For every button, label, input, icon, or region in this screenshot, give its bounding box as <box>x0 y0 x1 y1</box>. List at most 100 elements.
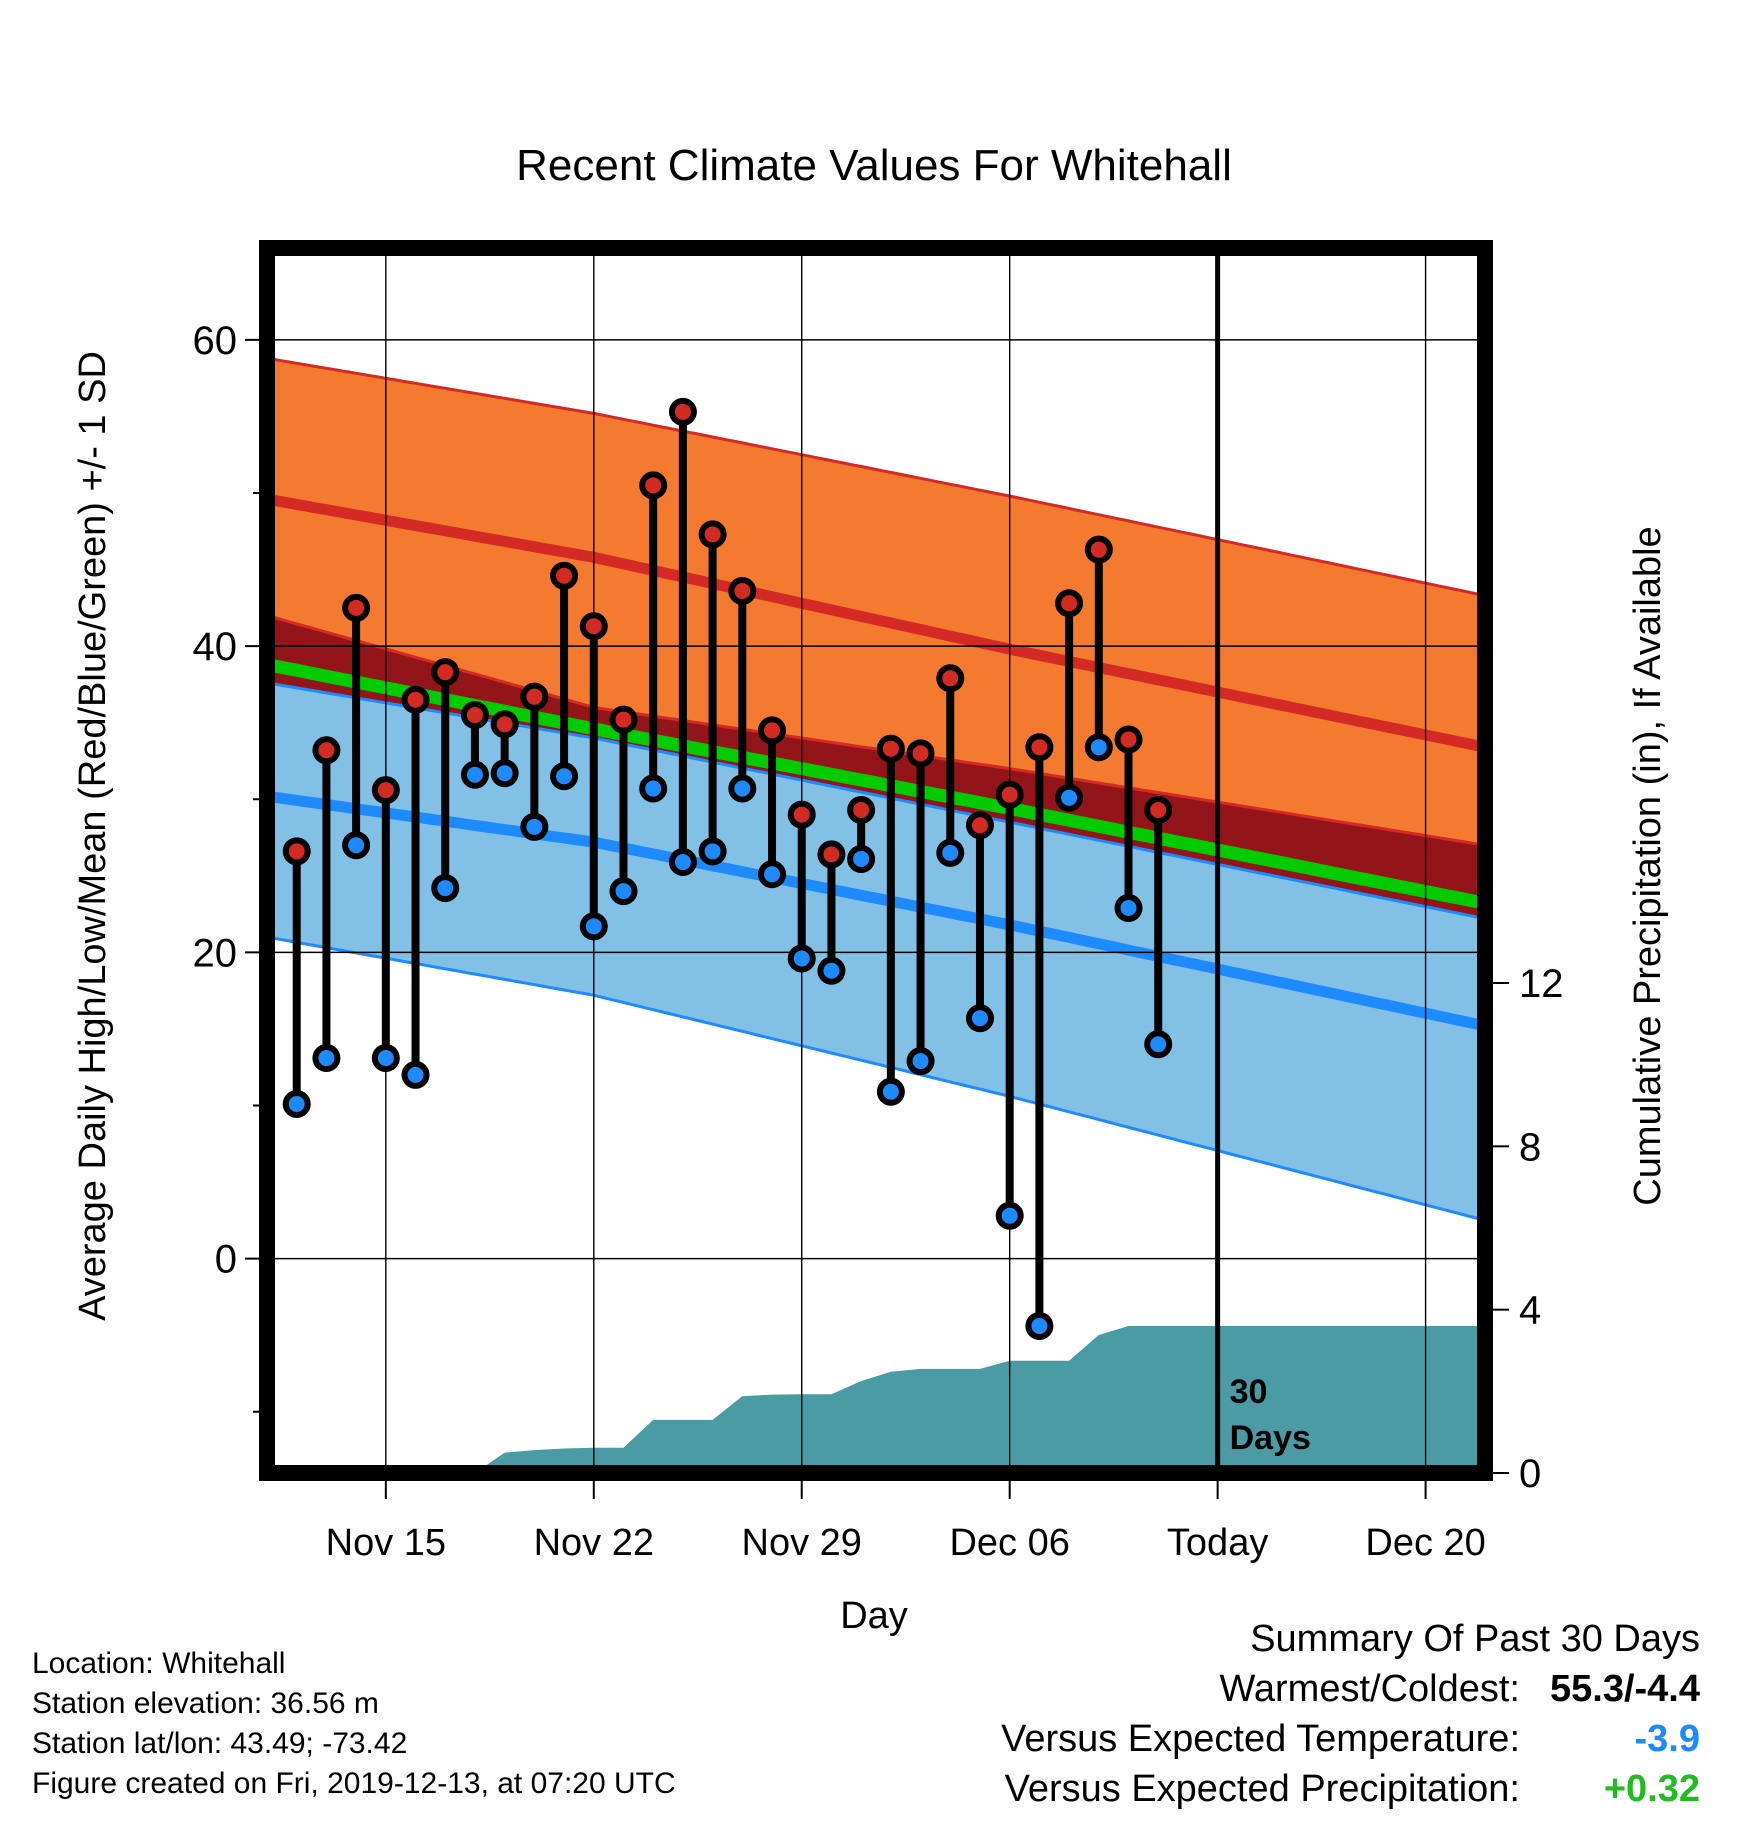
low-temp-point <box>817 956 846 985</box>
high-temp-point <box>431 658 460 687</box>
high-temp-point <box>1025 733 1054 762</box>
low-lower-edge <box>266 935 1486 1222</box>
low-temp-point <box>401 1060 430 1089</box>
low-temp-point <box>1084 733 1113 762</box>
summary-heading: Summary Of Past 30 Days <box>1250 1618 1700 1660</box>
summary-temp-label: Versus Expected Temperature: <box>1001 1718 1520 1760</box>
high-temp-point <box>728 577 757 605</box>
low-sd-band <box>267 682 1485 1221</box>
today-label-number: 30 <box>1230 1373 1268 1411</box>
high-temp-point <box>579 612 608 641</box>
low-temp-point <box>520 812 549 841</box>
low-temp-point <box>579 912 608 941</box>
summary-warmest-coldest: Warmest/Coldest: 55.3/-4.4 <box>1219 1668 1700 1711</box>
high-temp-point <box>371 776 400 805</box>
low-temp-point <box>1144 1030 1173 1059</box>
x-tick-label: Nov 15 <box>326 1522 446 1564</box>
y-tick-label: 20 <box>193 931 238 975</box>
summary-warmest-coldest-label: Warmest/Coldest: <box>1219 1668 1520 1710</box>
low-temp-point <box>312 1044 341 1073</box>
summary-precip: Versus Expected Precipitation: +0.32 <box>1005 1768 1700 1811</box>
high-temp-point <box>460 701 489 730</box>
high-temp-point <box>550 561 579 590</box>
info-latlon: Station lat/lon: 43.49; -73.42 <box>32 1727 408 1760</box>
x-tick-label: Nov 29 <box>742 1522 862 1564</box>
low-temp-point <box>1055 783 1084 812</box>
high-upper-edge <box>266 356 1486 598</box>
high-temp-point <box>639 471 668 500</box>
y2-tick-label: 0 <box>1519 1452 1541 1496</box>
low-temp-point <box>936 838 965 867</box>
high-temp-point <box>1144 795 1173 824</box>
high-temp-point <box>312 736 341 765</box>
today-label-days: Days <box>1230 1419 1311 1457</box>
high-temp-point <box>936 664 965 693</box>
low-temp-point <box>995 1201 1024 1230</box>
low-temp-point <box>460 760 489 789</box>
high-temp-point <box>401 685 430 714</box>
high-temp-point <box>1114 725 1143 754</box>
high-temp-point <box>995 780 1024 809</box>
y-tick-label: 0 <box>215 1238 237 1282</box>
low-temp-point <box>371 1044 400 1073</box>
low-temp-point <box>758 860 787 889</box>
summary-temp-value: -3.9 <box>1634 1718 1700 1760</box>
high-temp-point <box>282 837 311 866</box>
info-created: Figure created on Fri, 2019-12-13, at 07… <box>32 1767 676 1800</box>
info-location: Location: Whitehall <box>32 1647 286 1680</box>
low-temp-point <box>965 1004 994 1033</box>
x-tick-label: Dec 20 <box>1365 1522 1485 1564</box>
y2-axis-label: Cumulative Precipitation (in), If Availa… <box>1627 526 1669 1205</box>
high-temp-point <box>906 739 935 768</box>
normal-high-line <box>266 493 1487 753</box>
high-temp-point <box>965 811 994 840</box>
plot-frame <box>259 240 1493 1481</box>
y-tick-label: 40 <box>193 625 238 669</box>
low-temp-point <box>1025 1312 1054 1340</box>
low-temp-point <box>490 759 519 788</box>
summary-warmest-coldest-value: 55.3/-4.4 <box>1550 1668 1700 1710</box>
y2-tick-label: 4 <box>1519 1289 1541 1333</box>
normal-low-line <box>266 790 1487 1032</box>
x-axis-label: Day <box>840 1595 908 1637</box>
high-temp-point <box>1084 535 1113 564</box>
low-temp-point <box>550 762 579 791</box>
high-temp-point <box>876 734 905 763</box>
high-temp-point <box>490 710 519 739</box>
high-lower-edge <box>266 614 1486 847</box>
low-temp-point <box>906 1047 935 1076</box>
x-tick-label: Dec 06 <box>949 1522 1069 1564</box>
y2-tick-label: 12 <box>1519 962 1564 1006</box>
plot-area: 30 Days 0 20 40 60 0 4 8 12 Nov 15 Nov 22 Nov 29 Dec … <box>193 240 1564 1564</box>
summary-temp: Versus Expected Temperature: -3.9 <box>1001 1718 1700 1761</box>
high-temp-point <box>668 397 697 426</box>
high-temp-point <box>758 716 787 745</box>
precipitation-area <box>267 1326 1485 1473</box>
high-temp-point <box>609 705 638 734</box>
low-temp-point <box>698 837 727 866</box>
high-temp-point <box>698 520 727 549</box>
low-temp-point <box>431 874 460 903</box>
summary-precip-value: +0.32 <box>1603 1768 1700 1810</box>
y2-tick-label: 8 <box>1519 1125 1541 1169</box>
high-temp-point <box>342 593 371 622</box>
low-temp-point <box>609 877 638 906</box>
y-tick-label: 60 <box>193 319 238 363</box>
high-temp-point <box>520 682 549 711</box>
low-temp-point <box>787 944 816 973</box>
high-temp-point <box>817 840 846 869</box>
summary-precip-label: Versus Expected Precipitation: <box>1004 1768 1520 1810</box>
info-elevation: Station elevation: 36.56 m <box>32 1687 379 1720</box>
low-temp-point <box>639 774 668 803</box>
x-tick-label: Today <box>1167 1522 1268 1564</box>
low-temp-point <box>847 844 876 873</box>
low-temp-point <box>728 774 757 803</box>
chart-title: Recent Climate Values For Whitehall <box>516 141 1232 190</box>
high-temp-point <box>847 795 876 824</box>
low-temp-point <box>876 1077 905 1106</box>
y-axis-label: Average Daily High/Low/Mean (Red/Blue/Gr… <box>72 351 114 1321</box>
low-temp-point <box>282 1089 311 1118</box>
x-tick-label: Nov 22 <box>534 1522 654 1564</box>
high-temp-point <box>1055 589 1084 618</box>
